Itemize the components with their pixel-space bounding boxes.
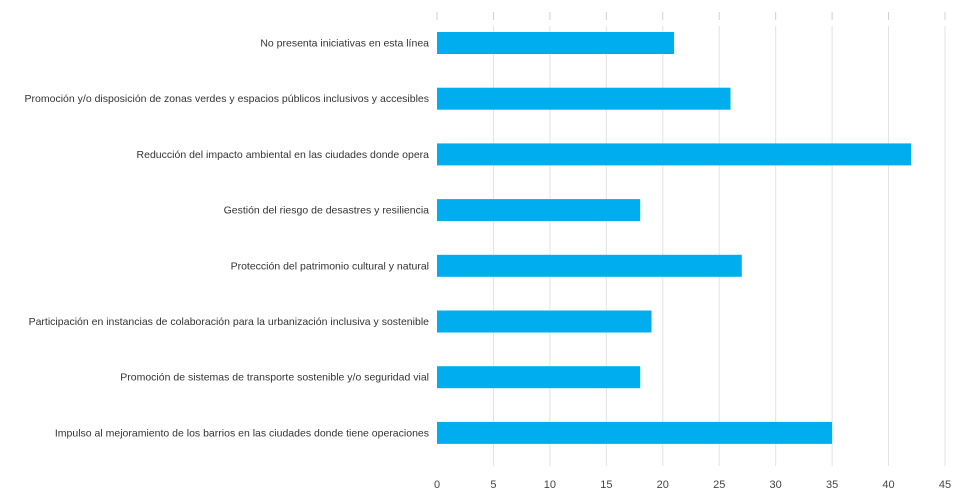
x-tick-label: 40 bbox=[882, 479, 894, 491]
x-tick-label: 45 bbox=[939, 479, 951, 491]
category-labels: No presenta iniciativas en esta línea Pro… bbox=[25, 38, 430, 440]
category-label: Promoción y/o disposición de zonas verde… bbox=[25, 93, 429, 105]
bar bbox=[437, 366, 641, 389]
x-tick-label: 20 bbox=[657, 479, 669, 491]
category-label: Participación en instancias de colaborac… bbox=[29, 316, 430, 328]
bar bbox=[437, 143, 912, 166]
bar bbox=[437, 254, 742, 277]
bar bbox=[437, 310, 652, 333]
x-tick-label: 5 bbox=[490, 479, 496, 491]
x-axis-tick-labels: 0 5 10 15 20 25 30 35 40 45 bbox=[434, 479, 951, 491]
x-tick-label: 10 bbox=[544, 479, 556, 491]
bar bbox=[437, 87, 731, 110]
x-tick-label: 15 bbox=[600, 479, 612, 491]
bar bbox=[437, 199, 641, 222]
x-tick-label: 30 bbox=[770, 479, 782, 491]
category-label: Protección del patrimonio cultural y nat… bbox=[231, 260, 429, 272]
category-label: Promoción de sistemas de transporte sost… bbox=[120, 372, 429, 384]
bars bbox=[437, 32, 912, 444]
bar bbox=[437, 32, 675, 54]
top-tick-marks bbox=[436, 12, 946, 20]
bar bbox=[437, 421, 833, 444]
x-tick-label: 25 bbox=[713, 479, 725, 491]
category-label: Gestión del riesgo de desastres y resili… bbox=[224, 205, 430, 217]
x-tick-label: 0 bbox=[434, 479, 440, 491]
category-label: Impulso al mejoramiento de los barrios e… bbox=[55, 427, 429, 439]
x-tick-label: 35 bbox=[826, 479, 838, 491]
category-label: Reducción del impacto ambiental en las c… bbox=[137, 149, 430, 161]
category-label: No presenta iniciativas en esta línea bbox=[260, 38, 429, 50]
